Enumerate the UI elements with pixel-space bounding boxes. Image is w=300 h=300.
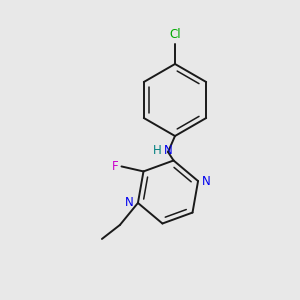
- Text: F: F: [112, 160, 119, 173]
- Text: N: N: [164, 145, 172, 158]
- Text: N: N: [202, 175, 211, 188]
- Text: N: N: [125, 196, 134, 209]
- Text: H: H: [153, 145, 162, 158]
- Text: Cl: Cl: [169, 28, 181, 41]
